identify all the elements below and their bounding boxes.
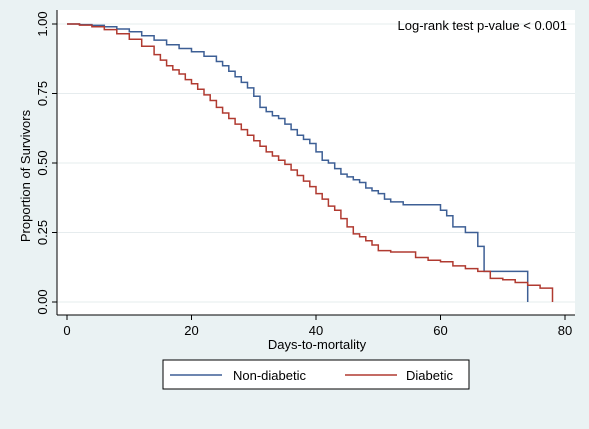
- x-tick-label: 20: [184, 323, 198, 338]
- x-tick-label: 80: [558, 323, 572, 338]
- y-axis-title: Proportion of Survivors: [18, 109, 33, 242]
- x-tick-label: 40: [309, 323, 323, 338]
- x-tick-label: 60: [433, 323, 447, 338]
- y-tick-label: 0.00: [35, 289, 50, 314]
- series-lines: [67, 23, 554, 302]
- legend: Non-diabetic Diabetic: [162, 359, 470, 390]
- y-tick-label: 0.75: [35, 81, 50, 106]
- y-tick-label: 0.50: [35, 150, 50, 175]
- logrank-annotation: Log-rank test p-value < 0.001: [398, 18, 567, 33]
- series-line-non-diabetic: [67, 23, 529, 302]
- legend-label-diabetic: Diabetic: [406, 368, 453, 383]
- x-tick-label: 0: [63, 323, 70, 338]
- legend-label-non-diabetic: Non-diabetic: [233, 368, 306, 383]
- y-tick-label: 0.25: [35, 220, 50, 245]
- x-axis-title: Days-to-mortality: [268, 337, 367, 352]
- axes: 0.00 0.25 0.50 0.75 1.00 0 20 40 60 80: [35, 10, 575, 338]
- gridlines: [57, 23, 575, 303]
- series-line-diabetic: [67, 23, 554, 302]
- y-tick-label: 1.00: [35, 11, 50, 36]
